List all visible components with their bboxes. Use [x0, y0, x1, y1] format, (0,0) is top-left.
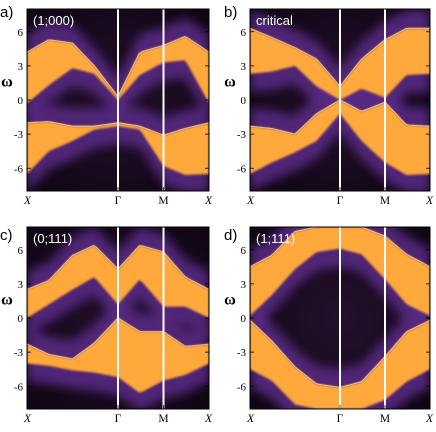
ytick-label: 3	[241, 279, 247, 291]
inset-label: (0;111)	[33, 231, 72, 246]
ytick-label: -6	[237, 163, 247, 175]
ytick-label: -6	[14, 163, 24, 175]
xtick-label: Γ	[115, 413, 122, 425]
ytick-label: 3	[241, 61, 247, 73]
inset-label: (1;000)	[33, 13, 74, 28]
xtick-label: X	[425, 195, 434, 207]
y-axis-label: ω	[224, 291, 236, 308]
y-axis-label: ω	[1, 73, 13, 90]
inset-label: critical	[256, 13, 293, 28]
xtick-label: X	[204, 413, 213, 425]
ytick-label: 6	[18, 245, 24, 257]
ytick-label: 0	[18, 313, 24, 325]
panel-letter: d)	[224, 227, 237, 244]
ytick-label: -3	[14, 347, 24, 359]
panel-letter: a)	[0, 4, 13, 21]
panel-d: -6 -3 0 3 6 X Γ M Xω d) (1;111)	[224, 226, 434, 425]
xtick-label: X	[246, 195, 255, 207]
panel-a: -6 -3 0 3 6 X Γ M Xω a) (1;000)	[0, 4, 213, 207]
panel-c: -6 -3 0 3 6 X Γ M Xω c) (0;111)	[0, 226, 213, 425]
xtick-label: X	[23, 413, 32, 425]
ytick-label: 3	[18, 61, 24, 73]
xtick-label: X	[246, 413, 255, 425]
xtick-label: Γ	[115, 195, 122, 207]
ytick-label: -3	[237, 347, 247, 359]
panel-letter: c)	[0, 227, 13, 244]
xtick-label: M	[380, 413, 390, 425]
y-axis-label: ω	[224, 73, 236, 90]
ytick-label: -3	[237, 129, 247, 141]
inset-label: (1;111)	[256, 231, 295, 246]
panel-letter: b)	[224, 4, 237, 21]
ytick-label: -6	[237, 381, 247, 393]
ytick-label: 0	[241, 95, 247, 107]
xtick-label: Γ	[337, 195, 344, 207]
xtick-label: M	[158, 195, 168, 207]
xtick-label: X	[204, 195, 213, 207]
xtick-label: X	[425, 413, 434, 425]
ytick-label: 6	[241, 27, 247, 39]
ytick-label: 3	[18, 279, 24, 291]
xtick-label: Γ	[337, 413, 344, 425]
ytick-label: 6	[18, 27, 24, 39]
xtick-label: M	[380, 195, 390, 207]
ytick-label: 0	[241, 313, 247, 325]
xtick-label: M	[158, 413, 168, 425]
y-axis-label: ω	[1, 291, 13, 308]
ytick-label: 6	[241, 245, 247, 257]
panel-b: -6 -3 0 3 6 X Γ M Xω b) critical	[224, 4, 434, 207]
xtick-label: X	[23, 195, 32, 207]
ytick-label: -6	[14, 381, 24, 393]
band-edge-upper	[250, 227, 430, 268]
ytick-label: 0	[18, 95, 24, 107]
ytick-label: -3	[14, 129, 24, 141]
